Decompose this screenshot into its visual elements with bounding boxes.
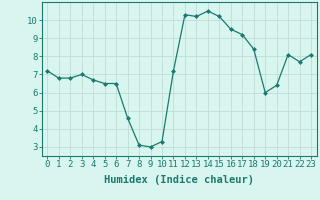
X-axis label: Humidex (Indice chaleur): Humidex (Indice chaleur) [104,175,254,185]
